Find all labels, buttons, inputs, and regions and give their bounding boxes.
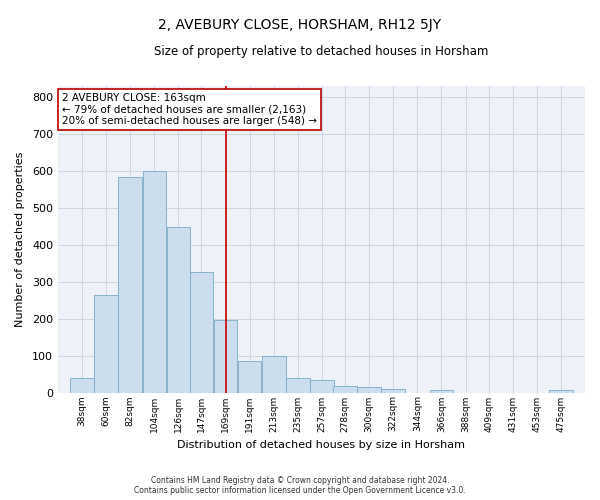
Bar bbox=[286, 378, 310, 392]
Bar bbox=[143, 172, 166, 392]
Bar bbox=[310, 380, 334, 392]
Bar bbox=[70, 378, 94, 392]
Bar bbox=[118, 178, 142, 392]
Text: 2, AVEBURY CLOSE, HORSHAM, RH12 5JY: 2, AVEBURY CLOSE, HORSHAM, RH12 5JY bbox=[158, 18, 442, 32]
X-axis label: Distribution of detached houses by size in Horsham: Distribution of detached houses by size … bbox=[178, 440, 466, 450]
Bar bbox=[238, 360, 262, 392]
Title: Size of property relative to detached houses in Horsham: Size of property relative to detached ho… bbox=[154, 45, 488, 58]
Bar bbox=[358, 388, 381, 392]
Bar bbox=[549, 390, 572, 392]
Bar bbox=[430, 390, 453, 392]
Bar bbox=[190, 272, 213, 392]
Bar bbox=[382, 389, 405, 392]
Bar bbox=[333, 386, 357, 392]
Text: Contains HM Land Registry data © Crown copyright and database right 2024.
Contai: Contains HM Land Registry data © Crown c… bbox=[134, 476, 466, 495]
Bar bbox=[167, 227, 190, 392]
Bar bbox=[94, 294, 118, 392]
Bar bbox=[262, 356, 286, 393]
Text: 2 AVEBURY CLOSE: 163sqm
← 79% of detached houses are smaller (2,163)
20% of semi: 2 AVEBURY CLOSE: 163sqm ← 79% of detache… bbox=[62, 93, 317, 126]
Y-axis label: Number of detached properties: Number of detached properties bbox=[15, 152, 25, 326]
Bar bbox=[214, 320, 238, 392]
